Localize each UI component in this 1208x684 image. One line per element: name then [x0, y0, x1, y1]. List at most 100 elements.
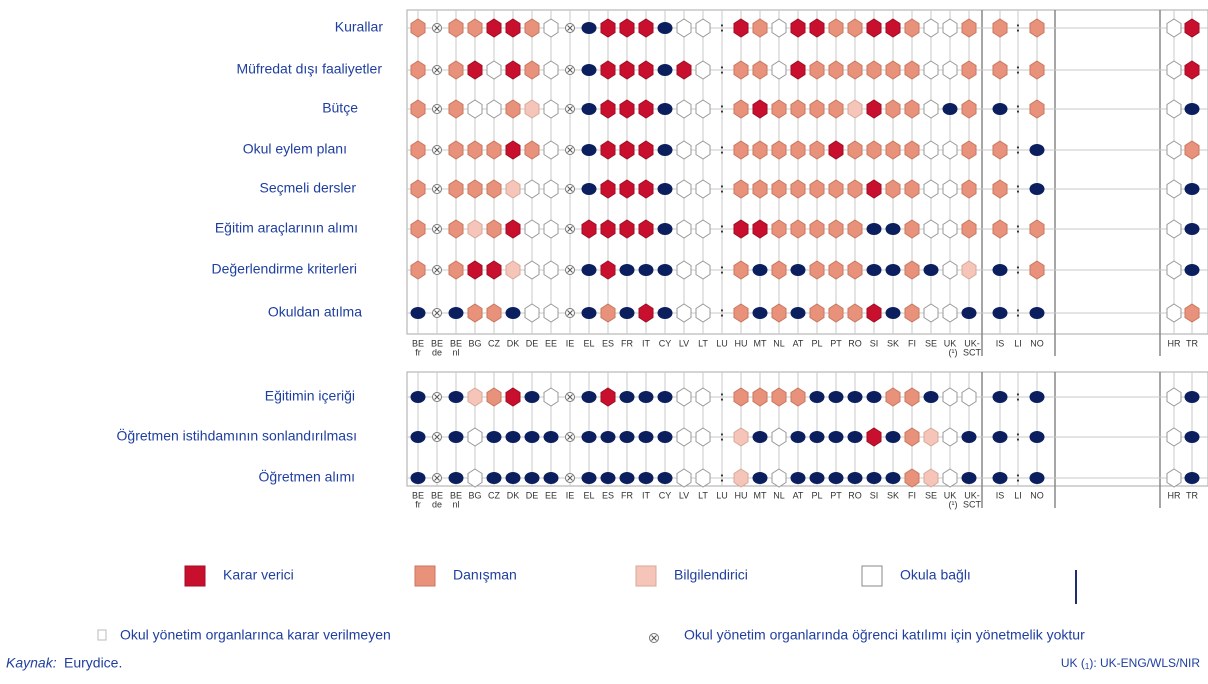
navy-dot — [657, 264, 673, 276]
navy-dot — [752, 307, 768, 319]
row-label: Kurallar — [335, 19, 384, 35]
hexagon — [885, 99, 901, 119]
navy-dot — [448, 307, 464, 319]
not-available: : — [1016, 180, 1021, 196]
navy-dot — [885, 472, 901, 484]
column-label: HR — [1168, 338, 1181, 348]
navy-dot — [1029, 307, 1045, 319]
column-label: DK — [507, 338, 520, 348]
x-cross — [567, 106, 573, 112]
hexagon — [467, 387, 483, 407]
x-cross — [567, 310, 573, 316]
hexagon — [733, 140, 749, 160]
hexagon — [524, 179, 540, 199]
hexagon — [543, 219, 559, 239]
hexagon — [809, 179, 825, 199]
hexagon — [410, 179, 426, 199]
hexagon — [752, 219, 768, 239]
not-available: : — [720, 180, 725, 196]
hexagon — [866, 99, 882, 119]
hexagon — [752, 60, 768, 80]
x-cross — [434, 226, 440, 232]
hexagon — [847, 260, 863, 280]
hexagon — [771, 427, 787, 447]
hexagon — [695, 140, 711, 160]
navy-dot — [942, 103, 958, 115]
hexagon — [904, 427, 920, 447]
column-label: TR — [1186, 490, 1198, 500]
hexagon — [752, 99, 768, 119]
navy-dot — [923, 264, 939, 276]
navy-dot — [581, 472, 597, 484]
hexagon — [847, 219, 863, 239]
column-label: BE — [450, 490, 462, 500]
x-cross — [567, 147, 573, 153]
column-label: de — [432, 499, 442, 509]
matrix-rows_top: Kurallar::Müfredat dışı faaliyetler::Büt… — [212, 9, 1208, 357]
hexagon — [505, 99, 521, 119]
not-available: : — [1016, 141, 1021, 157]
legend-swatch — [635, 565, 657, 587]
no-regulation-mark — [432, 184, 442, 194]
navy-dot — [828, 472, 844, 484]
hexagon — [961, 219, 977, 239]
column-label: BG — [468, 338, 481, 348]
hexagon — [505, 387, 521, 407]
hexagon — [923, 468, 939, 488]
legend-swatch-small — [97, 629, 107, 641]
navy-dot — [885, 223, 901, 235]
hexagon — [1166, 60, 1182, 80]
column-label: CZ — [488, 338, 500, 348]
navy-dot — [638, 264, 654, 276]
column-label: IS — [996, 490, 1005, 500]
hexagon — [676, 99, 692, 119]
navy-dot — [486, 472, 502, 484]
x-cross — [434, 310, 440, 316]
hexagon — [467, 427, 483, 447]
hexagon — [866, 303, 882, 323]
column-label: fr — [415, 347, 421, 357]
hexagon — [809, 260, 825, 280]
x-cross — [567, 394, 573, 400]
column-label: DE — [526, 338, 539, 348]
navy-dot — [1029, 183, 1045, 195]
hexagon — [695, 387, 711, 407]
column-label: PL — [811, 490, 822, 500]
hexagon — [1184, 60, 1200, 80]
hexagon — [600, 387, 616, 407]
hexagon — [904, 387, 920, 407]
not-available: : — [720, 220, 725, 236]
navy-dot — [828, 391, 844, 403]
navy-dot — [866, 264, 882, 276]
hexagon — [1166, 468, 1182, 488]
row-label: Eğitim araçlarının alımı — [215, 220, 358, 236]
not-available: : — [720, 469, 725, 485]
no-regulation-mark — [649, 633, 659, 643]
hexagon — [904, 140, 920, 160]
hexagon — [695, 219, 711, 239]
navy-dot — [448, 391, 464, 403]
hexagon — [524, 219, 540, 239]
hexagon — [828, 260, 844, 280]
x-cross — [434, 67, 440, 73]
hexagon — [992, 60, 1008, 80]
not-available: : — [720, 388, 725, 404]
hexagon — [467, 18, 483, 38]
no-regulation-mark — [432, 104, 442, 114]
navy-dot — [1184, 391, 1200, 403]
navy-dot — [1184, 103, 1200, 115]
navy-dot — [410, 472, 426, 484]
hexagon — [961, 179, 977, 199]
hexagon — [771, 219, 787, 239]
no-regulation-mark — [432, 473, 442, 483]
navy-dot — [657, 391, 673, 403]
column-label: AT — [793, 338, 804, 348]
hexagon — [505, 260, 521, 280]
row-label: Bütçe — [322, 100, 358, 116]
hexagon — [467, 468, 483, 488]
navy-dot — [866, 223, 882, 235]
hexagon — [866, 18, 882, 38]
hexagon — [733, 99, 749, 119]
hexagon — [1029, 99, 1045, 119]
hexagon — [923, 219, 939, 239]
